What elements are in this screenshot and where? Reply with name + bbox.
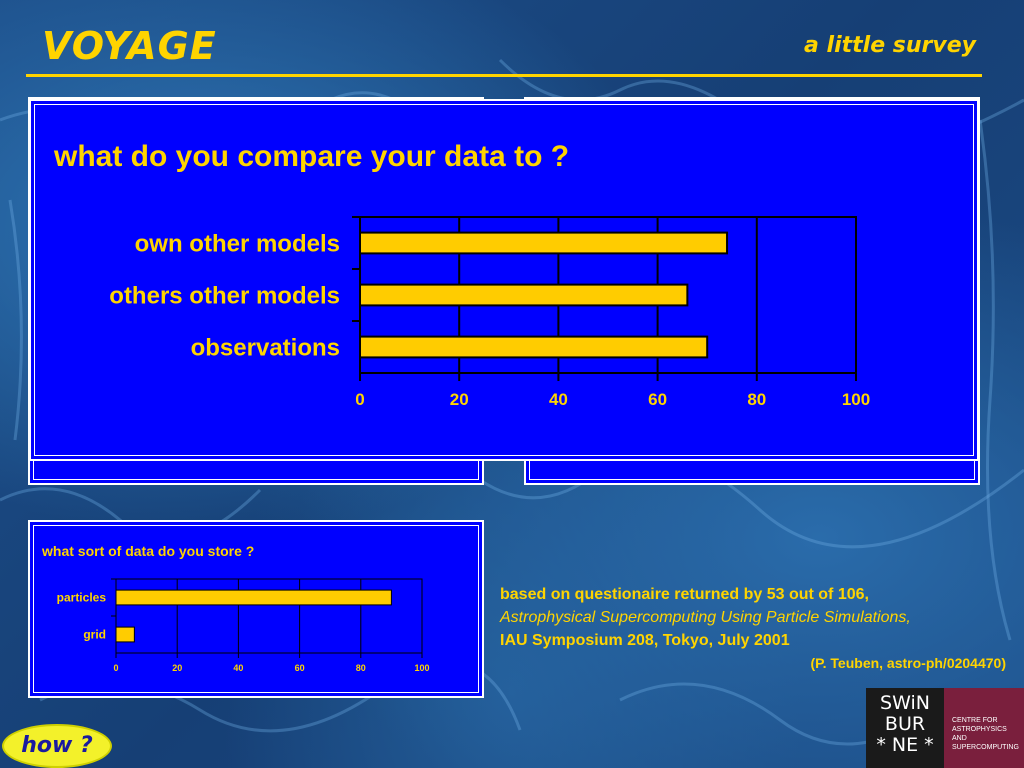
logo-line-1: SWiN [880, 692, 930, 714]
small-chart-title: what sort of data do you store ? [42, 543, 255, 559]
logo-line-3: * NE * [876, 734, 934, 756]
page-subtitle: a little survey [804, 33, 976, 58]
logo-centre-text: CENTRE FOR ASTROPHYSICS AND SUPERCOMPUTI… [944, 688, 1024, 768]
header-divider [26, 74, 982, 77]
note-citation: (P. Teuben, astro-ph/0204470) [810, 655, 1006, 671]
note-line-2: Astrophysical Supercomputing Using Parti… [500, 609, 911, 626]
page-title: VOYAGE [42, 24, 217, 68]
how-button[interactable]: how ? [2, 724, 112, 768]
note-line-3: IAU Symposium 208, Tokyo, July 2001 [500, 632, 790, 649]
swinburne-logo: SWiN BUR * NE * CENTRE FOR ASTROPHYSICS … [866, 688, 1024, 768]
note-line-1: based on questionaire returned by 53 out… [500, 586, 869, 603]
logo-line-2: BUR [884, 713, 926, 735]
main-chart-title: what do you compare your data to ? [54, 140, 570, 173]
logo-wordmark: SWiN BUR * NE * [866, 688, 944, 768]
survey-note: based on questionaire returned by 53 out… [500, 583, 1006, 675]
